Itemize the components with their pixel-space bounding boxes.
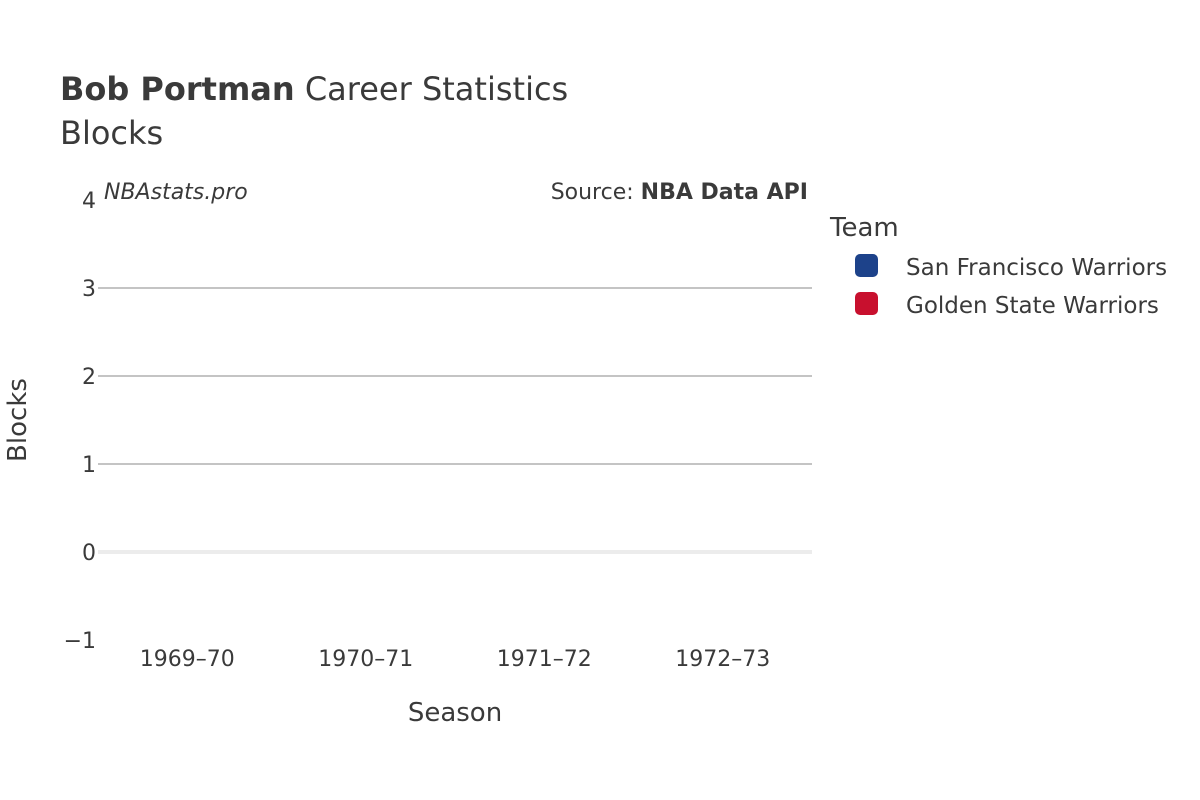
chart-subtitle: Blocks [60,114,163,152]
legend: San Francisco Warriors Golden State Warri… [855,254,1167,319]
x-tick-label: 1969–70 [140,647,235,672]
y-tick-label: 1 [82,453,96,478]
x-tick-label: 1972–73 [675,647,770,672]
x-tick-label: 1971–72 [497,647,592,672]
y-axis-label: Blocks [3,378,33,462]
y-tick-label: −1 [64,629,96,654]
legend-label: San Francisco Warriors [906,255,1167,281]
watermark: NBAstats.pro [104,180,248,205]
x-tick-labels: 1969–70 1970–71 1971–72 1972–73 [140,647,770,672]
y-tick-label: 2 [82,365,96,390]
x-tick-label: 1970–71 [318,647,413,672]
chart-title-rest: Career Statistics [295,70,569,108]
legend-label: Golden State Warriors [906,293,1159,319]
grid-lines [98,287,812,554]
legend-swatch [855,254,878,277]
chart-title-bold: Bob Portman [60,70,295,108]
legend-swatch [855,292,878,315]
legend-title: Team [829,213,899,243]
y-tick-label: 3 [82,277,96,302]
y-tick-labels: −1 0 1 2 3 4 [64,189,96,654]
y-tick-label: 4 [82,189,96,214]
y-tick-label: 0 [82,541,96,566]
source-prefix: Source: [551,180,641,205]
x-axis-label: Season [408,698,502,728]
chart-title: Bob Portman Career Statistics [60,70,568,108]
source-note: Source: NBA Data API [551,180,808,205]
source-name: NBA Data API [641,180,808,205]
